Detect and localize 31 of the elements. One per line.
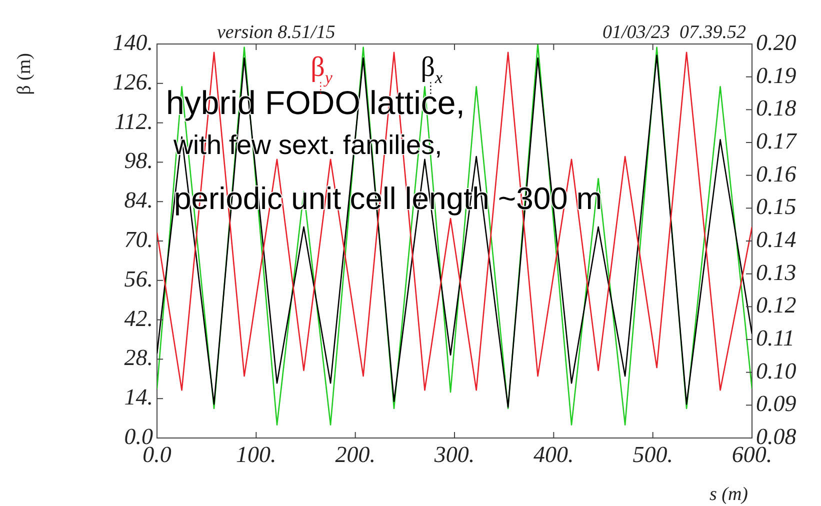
y-tick-label: 14. [124, 384, 153, 410]
y-tick-label: 112. [114, 108, 153, 134]
x-axis-title: s (m) [709, 484, 748, 505]
y-tick-label: 56. [124, 266, 153, 292]
y2-tick-label: 0.20 [756, 30, 797, 56]
x-tick-label: 300. [433, 442, 475, 467]
x-tick-label: 100. [236, 442, 276, 467]
y2-tick-label: 0.18 [756, 96, 797, 121]
x-tick-label: 400. [534, 442, 574, 467]
text: version 8.51/15 [217, 22, 336, 43]
y-tick-label: 42. [124, 306, 153, 331]
x-tick-label: 500. [632, 442, 673, 467]
y2-tick-label: 0.16 [756, 161, 797, 186]
y2-tick-label: 0.14 [756, 227, 796, 252]
x-tick-label: 200. [335, 442, 376, 467]
y2-tick-label: 0.10 [756, 358, 797, 384]
y-tick-label: 70. [124, 227, 153, 252]
y-tick-label: 126. [112, 69, 153, 94]
y-tick-label: 28. [124, 345, 153, 370]
y-tick-label: 84. [124, 188, 153, 213]
text: 01/03/23 07.39.52 [602, 22, 746, 43]
y2-tick-label: 0.15 [756, 194, 796, 220]
y2-tick-label: 0.17 [756, 128, 798, 154]
y-axis-title: β (m) [14, 53, 35, 95]
y2-tick-label: 0.09 [756, 391, 797, 416]
y2-tick-label: 0.11 [756, 326, 795, 351]
y2-tick-label: 0.12 [756, 292, 796, 318]
y-tick-label: 140. [112, 30, 153, 56]
y-tick-label: 98. [124, 148, 153, 174]
y2-tick-label: 0.19 [756, 62, 797, 88]
y2-tick-label: 0.13 [756, 260, 796, 285]
